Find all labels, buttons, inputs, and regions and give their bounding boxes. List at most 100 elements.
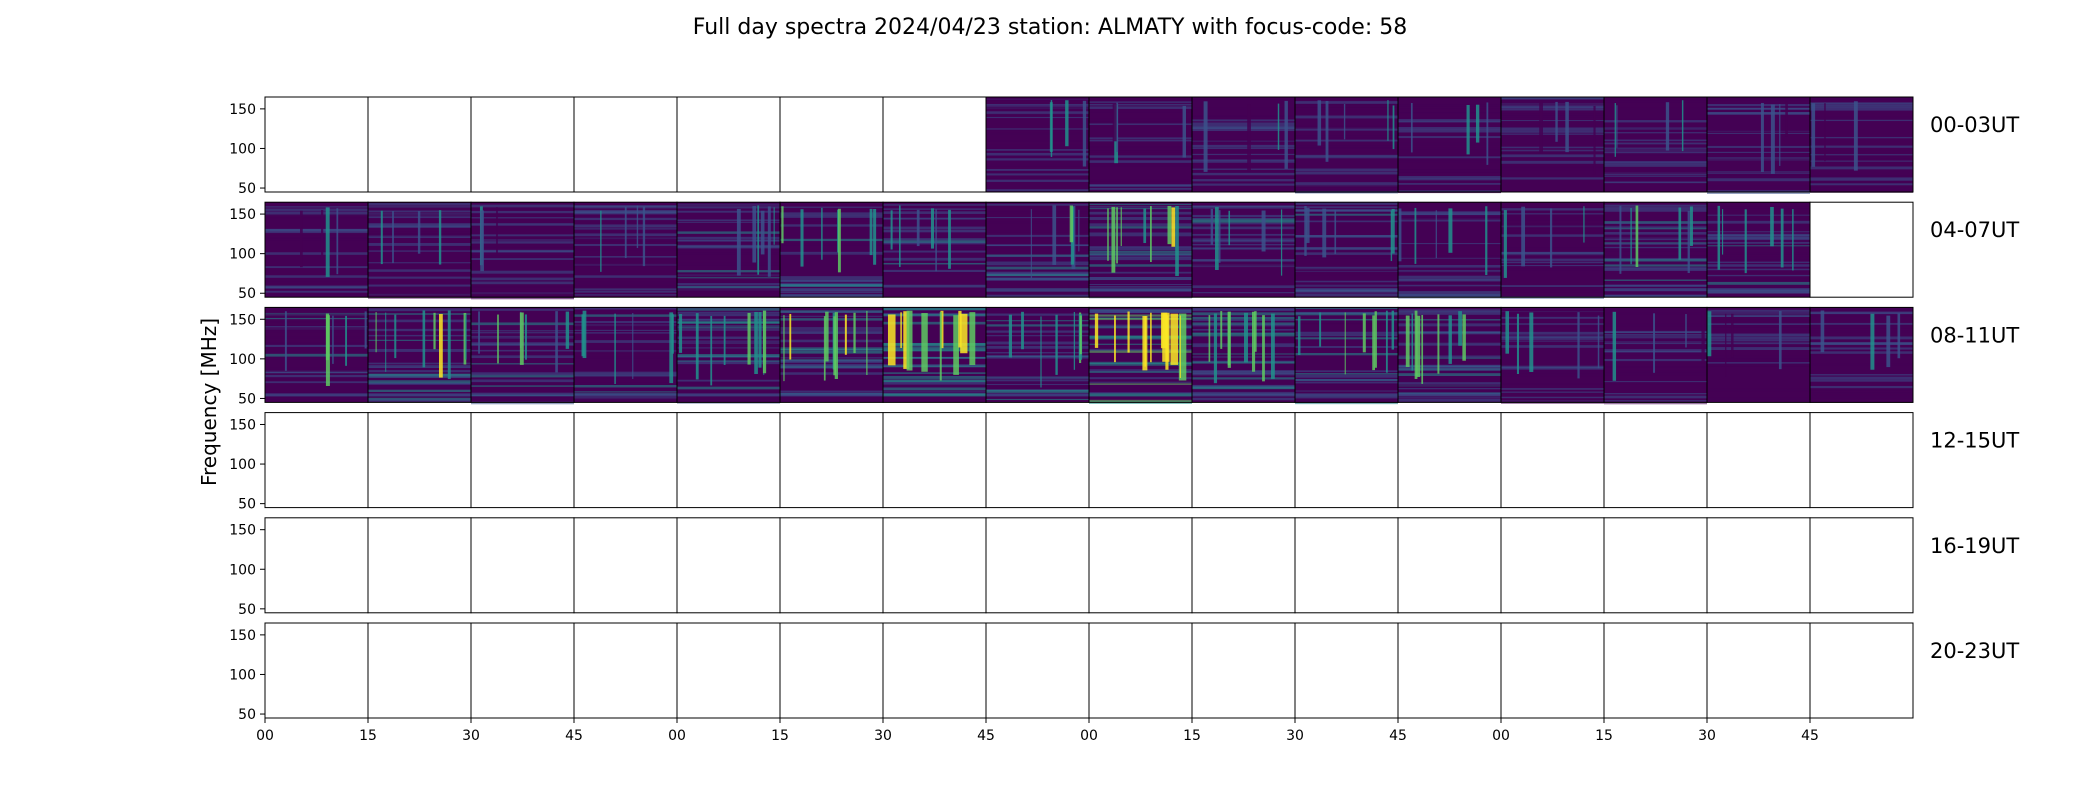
spectrum-band	[1192, 223, 1295, 225]
spectrum-burst	[1030, 209, 1032, 279]
spectrum-band	[883, 312, 986, 315]
spectrum-band	[1295, 235, 1398, 237]
spectrum-band	[1604, 242, 1707, 244]
spectrum-band	[1295, 337, 1398, 340]
spectrum-burst	[1065, 100, 1069, 147]
spectrum-burst	[853, 312, 856, 354]
spectrum-band	[1604, 207, 1707, 209]
spectrum-band	[1089, 350, 1192, 353]
panel-frame	[1191, 622, 1296, 719]
spectrum-band	[368, 339, 471, 341]
spectrum-band	[1501, 312, 1604, 315]
spectrum-burst	[1529, 312, 1534, 372]
spectrum-burst	[1681, 100, 1684, 152]
spectrum-band	[1192, 242, 1295, 244]
spectrum-band	[1089, 226, 1192, 229]
spectrum-burst	[1414, 310, 1418, 379]
spectrum-band	[574, 373, 677, 377]
spectrum-burst	[1597, 315, 1600, 369]
spectrum-band	[780, 285, 883, 287]
spectrum-band	[1192, 159, 1295, 161]
spectrum-band	[780, 390, 883, 393]
panel-frame	[1294, 412, 1399, 509]
spectrum-band	[1089, 103, 1192, 106]
spectrum-band	[1810, 181, 1913, 183]
spectrum-band	[1398, 397, 1501, 399]
spectrum-band	[986, 111, 1089, 115]
spectrum-band	[1192, 156, 1295, 159]
panel-frame	[264, 96, 369, 193]
spectrum-band	[1604, 341, 1707, 343]
spectrum-burst	[940, 310, 944, 349]
spectrum-band	[1707, 288, 1810, 292]
spectrum-band	[1398, 373, 1501, 377]
x-tick-label: 00	[256, 728, 274, 744]
spectrum-band	[1604, 255, 1707, 258]
spectrum-panel	[1706, 412, 1811, 509]
spectrum-band	[471, 379, 574, 383]
spectrum-band	[1810, 177, 1913, 180]
spectrum-burst	[1565, 101, 1569, 153]
spectrum-panel	[1603, 517, 1708, 614]
panel-frame	[985, 517, 1090, 614]
spectra-row: 50 100 150 00-03UT	[229, 96, 2019, 197]
spectrum-band	[677, 311, 780, 314]
spectrum-band	[1089, 208, 1192, 210]
spectrum-band	[1089, 309, 1192, 312]
spectrum-band	[1604, 225, 1707, 228]
spectrum-panel	[573, 622, 678, 719]
spectrum-band	[265, 344, 368, 347]
spectrum-band	[780, 276, 883, 280]
spectrum-panel	[1397, 622, 1502, 719]
spectra-rows: 50 100 150 00-03UT 50 100 150 04-07UT 50 100 150 08…	[229, 96, 2019, 723]
spectrum-burst	[1886, 315, 1891, 368]
spectrum-band	[1604, 170, 1707, 173]
spectrum-band	[1810, 103, 1913, 107]
spectrum-band	[780, 351, 883, 354]
spectrum-band	[1501, 146, 1604, 149]
spectrum-panel	[882, 622, 987, 719]
panel-frame	[470, 96, 575, 193]
spectrum-burst	[844, 314, 847, 355]
spectrum-burst	[1182, 105, 1186, 158]
spectrum-burst	[1055, 314, 1058, 375]
spectrum-band	[986, 149, 1089, 151]
panel-frame	[470, 517, 575, 614]
spectrum-band	[1192, 226, 1295, 230]
spectrum-band	[1089, 283, 1192, 285]
spectrum-panel-background	[1501, 97, 1604, 192]
spectrum-band	[1089, 187, 1192, 190]
spectrum-band	[1604, 331, 1707, 333]
spectrum-band	[1089, 150, 1192, 153]
spectrum-band	[1501, 127, 1604, 131]
spectrum-band	[1295, 373, 1398, 375]
spectrum-band	[1398, 104, 1501, 107]
spectrum-band	[1398, 183, 1501, 185]
spectrum-band	[1192, 344, 1295, 348]
spectrum-band	[1707, 175, 1810, 179]
spectrum-band	[1192, 356, 1295, 358]
spectrum-burst	[695, 313, 699, 380]
panel-frame	[1706, 517, 1811, 614]
spectrum-band	[986, 173, 1089, 176]
spectrum-band	[1089, 179, 1192, 182]
spectrum-panel	[1706, 622, 1811, 719]
spectrum-band	[265, 206, 368, 208]
panel-frame	[1088, 622, 1193, 719]
spectrum-band	[471, 207, 574, 210]
spectrum-band	[986, 246, 1089, 249]
panel-frame	[1191, 412, 1296, 509]
spectrum-band	[574, 371, 677, 375]
panel-frame	[1603, 412, 1708, 509]
spectrum-band	[677, 354, 780, 357]
spectrum-burst	[1503, 210, 1507, 278]
spectrum-band	[780, 372, 883, 375]
spectrum-band	[1501, 334, 1604, 338]
x-tick-label: 45	[565, 728, 583, 744]
spectrum-panel-background	[986, 307, 1089, 403]
spectrum-band	[780, 253, 883, 255]
y-tick-label: 50	[238, 602, 256, 618]
spectrum-band	[780, 327, 883, 329]
spectrum-band	[1398, 117, 1501, 121]
spectrum-band	[1707, 339, 1810, 342]
